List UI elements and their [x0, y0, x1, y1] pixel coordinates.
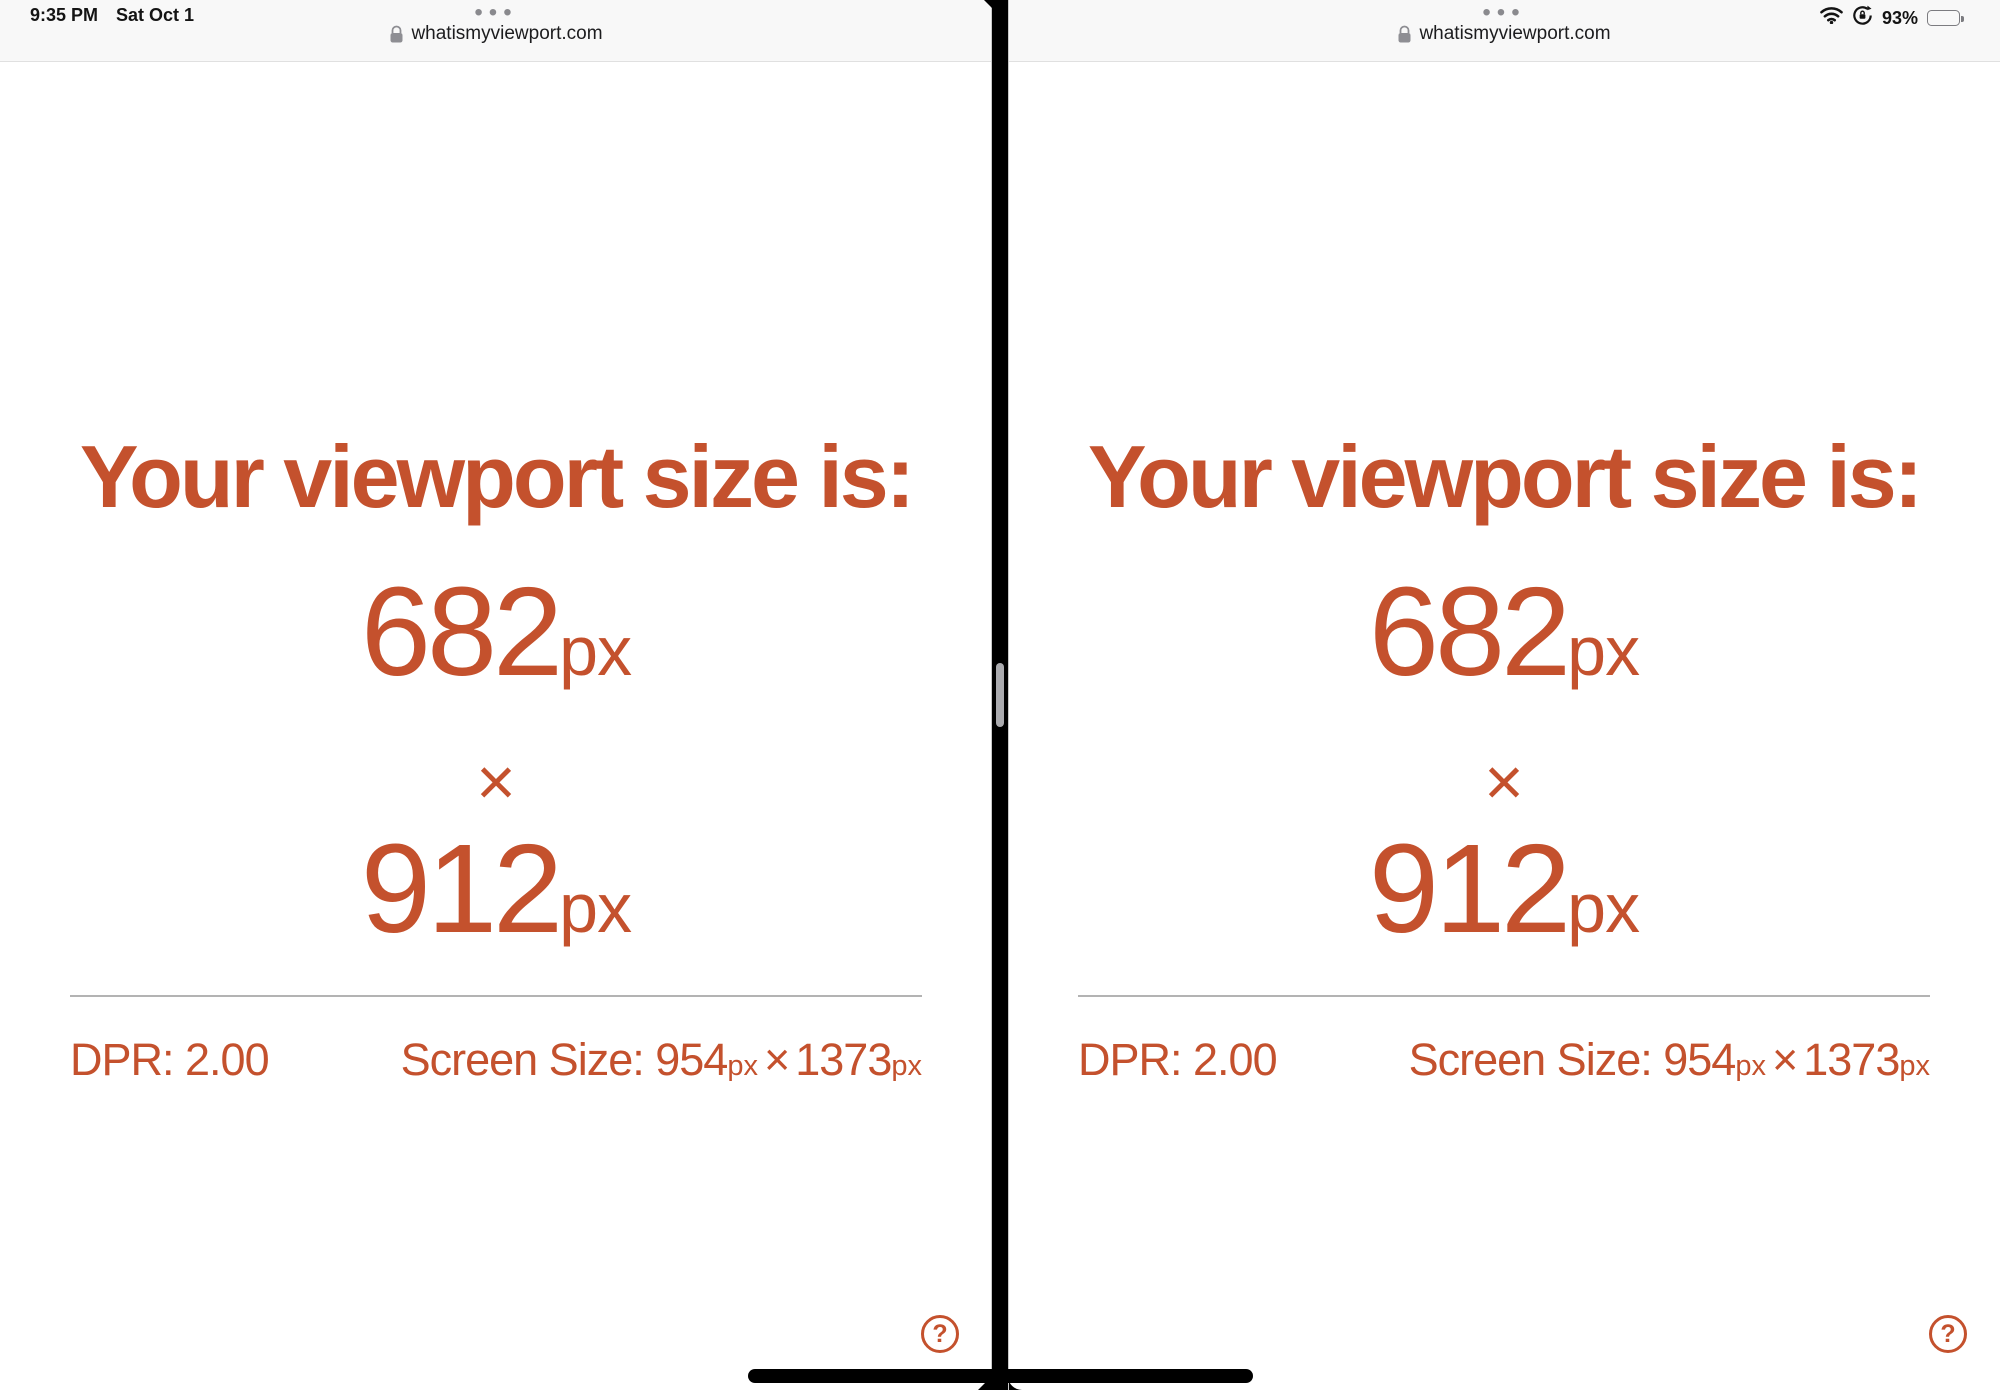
- unit-label: px: [559, 869, 632, 947]
- more-menu-icon[interactable]: •••: [474, 0, 518, 26]
- orientation-lock-icon: [1852, 5, 1873, 31]
- safari-window-right: ••• whatismyviewport.com Your viewport s…: [1008, 0, 2000, 1390]
- address-bar-right[interactable]: whatismyviewport.com: [1008, 24, 2000, 44]
- status-time: 9:35 PM: [30, 5, 99, 25]
- help-icon[interactable]: ?: [921, 1315, 959, 1353]
- horizontal-rule: [1078, 995, 1930, 997]
- unit-label: px: [559, 612, 632, 690]
- safari-toolbar-right: ••• whatismyviewport.com: [1008, 0, 2000, 62]
- viewport-width-value: 682px: [360, 561, 632, 702]
- page-title: Your viewport size is:: [79, 427, 915, 526]
- metrics-row-left: DPR: 2.00 Screen Size: 954px × 1373px: [70, 1037, 922, 1089]
- address-bar-left[interactable]: whatismyviewport.com: [0, 24, 992, 44]
- viewport-height-value: 912px: [1368, 818, 1640, 959]
- viewport-page-left: Your viewport size is: 682px × 912px DPR…: [0, 433, 992, 1089]
- unit-label: px: [1567, 869, 1640, 947]
- viewport-height-value: 912px: [360, 818, 632, 959]
- unit-label: px: [1567, 612, 1640, 690]
- padlock-icon: [1397, 25, 1412, 44]
- status-date: Sat Oct 1: [116, 5, 195, 25]
- status-bar-left: 9:35 PM Sat Oct 1: [30, 5, 194, 26]
- horizontal-rule: [70, 995, 922, 997]
- wifi-icon: [1820, 7, 1843, 29]
- home-indicator[interactable]: [748, 1369, 1253, 1383]
- safari-toolbar-left: ••• whatismyviewport.com: [0, 0, 992, 62]
- page-title: Your viewport size is:: [1087, 427, 1923, 526]
- screen-size-value: Screen Size: 954px × 1373px: [400, 1034, 922, 1085]
- dimension-separator: ×: [1484, 744, 1524, 820]
- dimension-separator: ×: [476, 744, 516, 820]
- battery-percent: 93%: [1881, 7, 1918, 28]
- padlock-icon: [389, 25, 404, 44]
- split-view-drag-handle[interactable]: [996, 663, 1004, 727]
- more-menu-icon[interactable]: •••: [1482, 0, 1526, 26]
- help-icon[interactable]: ?: [1929, 1315, 1967, 1353]
- dpr-value: DPR: 2.00: [1078, 1034, 1278, 1085]
- safari-window-left: ••• whatismyviewport.com Your viewport s…: [0, 0, 992, 1390]
- url-text: whatismyviewport.com: [411, 23, 603, 44]
- battery-icon: [1927, 10, 1964, 26]
- status-bar-right: 93%: [1820, 5, 1964, 31]
- dpr-value: DPR: 2.00: [70, 1034, 270, 1085]
- screen-size-value: Screen Size: 954px × 1373px: [1408, 1034, 1930, 1085]
- viewport-width-value: 682px: [1368, 561, 1640, 702]
- viewport-page-right: Your viewport size is: 682px × 912px DPR…: [1008, 433, 2000, 1089]
- metrics-row-right: DPR: 2.00 Screen Size: 954px × 1373px: [1078, 1037, 1930, 1089]
- split-view-divider-top-flare: [984, 0, 1000, 8]
- url-text: whatismyviewport.com: [1419, 23, 1611, 44]
